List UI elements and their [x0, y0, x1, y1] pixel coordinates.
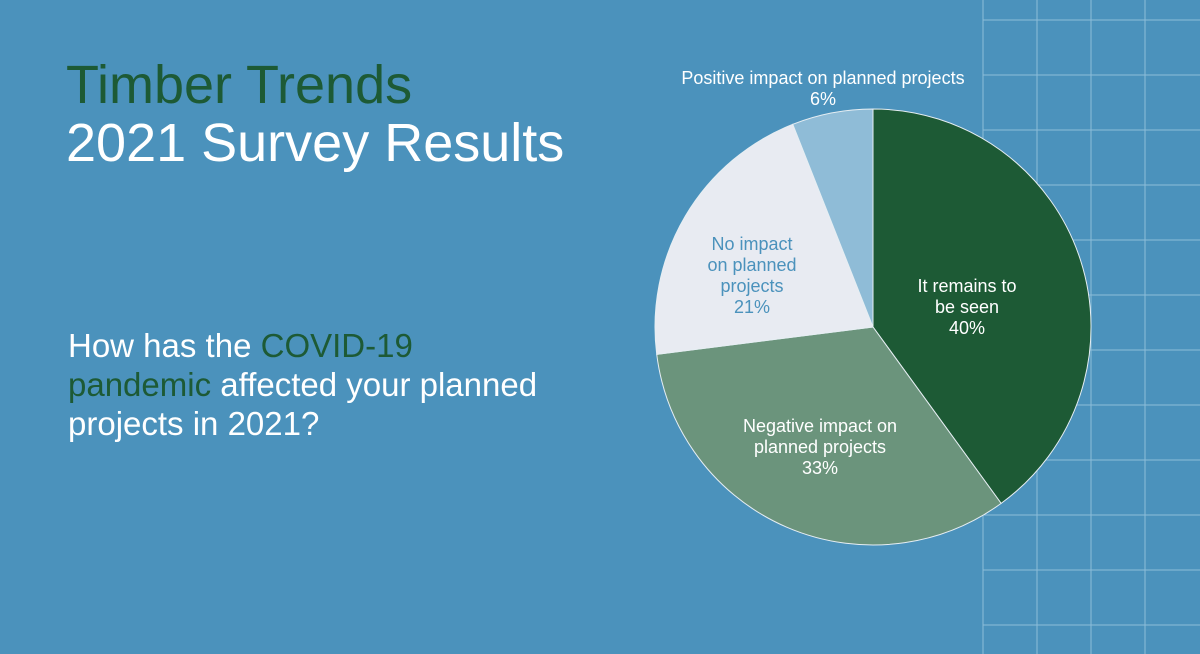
question-highlight: COVID-19 pandemic — [68, 327, 413, 403]
pie-slice — [872, 108, 1092, 505]
slice-category-label: It remains to — [917, 276, 1016, 296]
question-text-before: How has the — [68, 327, 261, 364]
slice-label: Positive impact on planned projects 6% — [681, 68, 964, 109]
title-line-1: Timber Trends — [66, 55, 413, 115]
slice-value-label: 40% — [949, 318, 985, 338]
pie-slice — [792, 108, 874, 328]
slice-category-label: No impact — [711, 234, 792, 254]
slice-category-label: planned projects — [754, 437, 886, 457]
slice-category-label: on planned — [707, 255, 796, 275]
slice-category-label: projects — [720, 276, 783, 296]
question-text-after: affected your planned projects in 2021? — [68, 366, 538, 442]
slice-category-label: Negative impact on — [743, 416, 897, 436]
slice-label: No impact on planned projects 21% — [707, 234, 796, 317]
slice-category-label: be seen — [935, 297, 999, 317]
title-line-2: 2021 Survey Results — [66, 113, 565, 173]
pie-slice — [654, 123, 874, 355]
slice-value-label: 21% — [734, 297, 770, 317]
slice-value-label: 33% — [802, 458, 838, 478]
pie-slice — [656, 326, 1002, 546]
slice-value-label: 6% — [810, 89, 836, 109]
slice-label: Negative impact on planned projects 33% — [743, 416, 897, 478]
survey-question: How has the COVID-19 pandemic affected y… — [68, 326, 538, 443]
slice-label: It remains to be seen 40% — [917, 276, 1016, 338]
slice-category-label: Positive impact on planned projects — [681, 68, 964, 88]
